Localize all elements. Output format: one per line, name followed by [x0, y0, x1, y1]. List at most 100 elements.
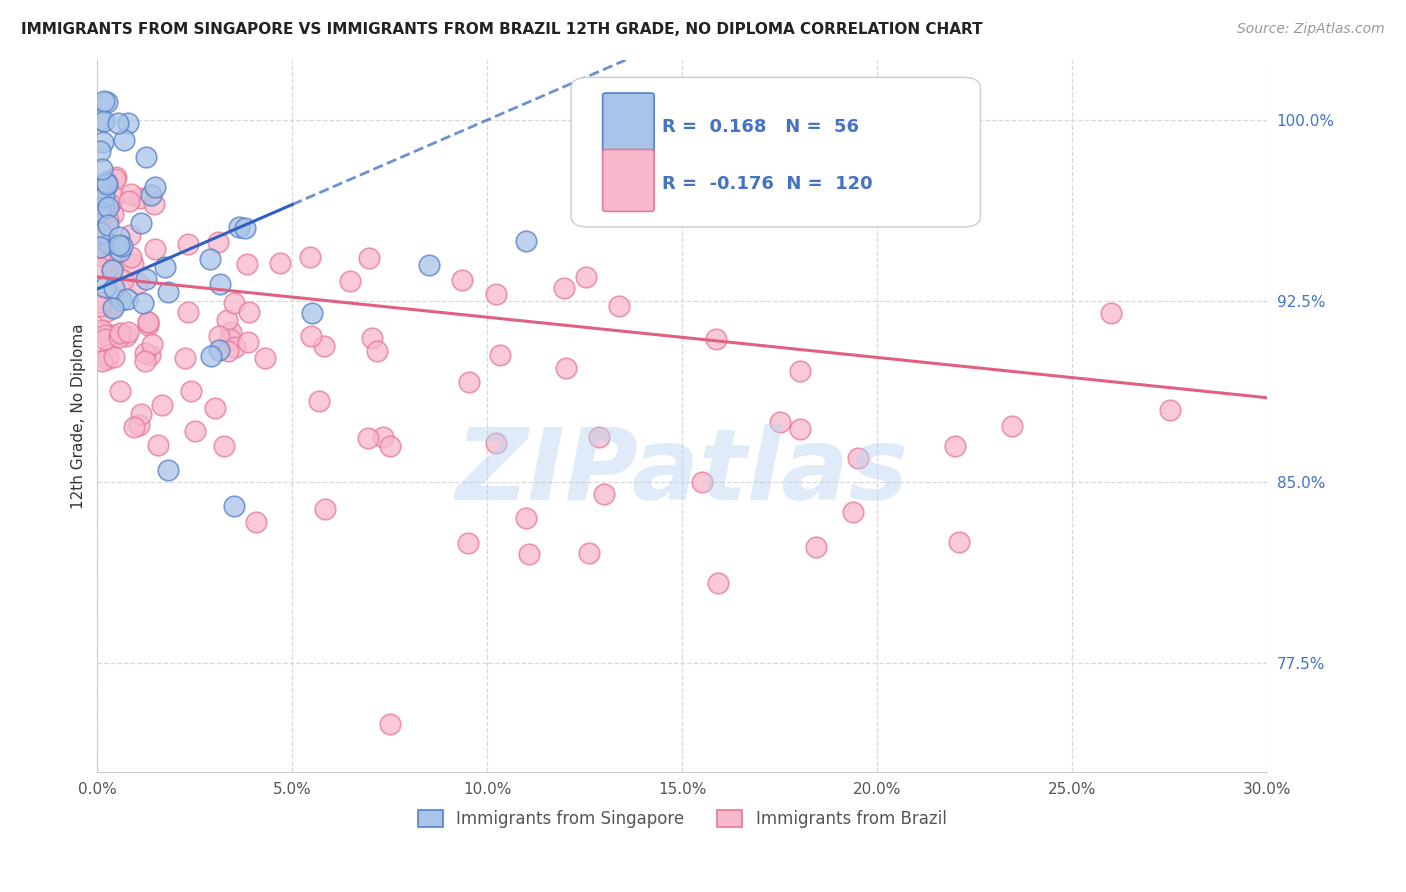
- Immigrants from Brazil: [177, 236, 200, 251]
- Immigrants from Brazil: [489, 348, 512, 362]
- Immigrants from Brazil: [91, 354, 114, 368]
- Y-axis label: 12th Grade, No Diploma: 12th Grade, No Diploma: [72, 323, 86, 508]
- Immigrants from Brazil: [127, 276, 149, 290]
- Immigrants from Singapore: [90, 226, 112, 240]
- Immigrants from Brazil: [578, 546, 600, 560]
- Immigrants from Brazil: [204, 401, 226, 415]
- Immigrants from Brazil: [108, 326, 131, 340]
- Immigrants from Brazil: [101, 300, 124, 314]
- Immigrants from Brazil: [97, 212, 120, 227]
- Text: ZIPatlas: ZIPatlas: [456, 425, 908, 521]
- Immigrants from Brazil: [90, 225, 112, 239]
- Immigrants from Brazil: [842, 506, 865, 520]
- Immigrants from Brazil: [373, 430, 395, 444]
- Immigrants from Brazil: [134, 354, 156, 368]
- Immigrants from Singapore: [153, 260, 176, 275]
- Immigrants from Brazil: [704, 332, 727, 346]
- Immigrants from Singapore: [108, 244, 131, 258]
- Legend: Immigrants from Singapore, Immigrants from Brazil: Immigrants from Singapore, Immigrants fr…: [411, 804, 953, 835]
- Immigrants from Brazil: [90, 294, 112, 309]
- Immigrants from Brazil: [89, 211, 111, 226]
- FancyBboxPatch shape: [571, 78, 980, 227]
- Immigrants from Brazil: [121, 257, 143, 271]
- Immigrants from Singapore: [135, 271, 157, 285]
- Immigrants from Brazil: [117, 325, 139, 339]
- Immigrants from Singapore: [108, 230, 131, 244]
- Immigrants from Brazil: [217, 313, 239, 327]
- Immigrants from Brazil: [118, 194, 141, 209]
- Text: R =  0.168   N =  56: R = 0.168 N = 56: [662, 119, 859, 136]
- Immigrants from Brazil: [485, 436, 508, 450]
- Immigrants from Brazil: [129, 407, 152, 421]
- Immigrants from Brazil: [94, 206, 117, 220]
- Immigrants from Singapore: [110, 293, 132, 308]
- Immigrants from Brazil: [219, 325, 242, 339]
- Immigrants from Brazil: [142, 197, 165, 211]
- Immigrants from Singapore: [100, 262, 122, 277]
- Immigrants from Brazil: [136, 318, 159, 332]
- Immigrants from Brazil: [457, 535, 479, 549]
- Immigrants from Brazil: [245, 515, 267, 529]
- Immigrants from Brazil: [141, 336, 163, 351]
- Immigrants from Brazil: [690, 475, 713, 490]
- Immigrants from Brazil: [236, 257, 259, 271]
- Immigrants from Singapore: [107, 238, 129, 252]
- Immigrants from Singapore: [131, 216, 153, 230]
- Immigrants from Brazil: [299, 329, 322, 343]
- Immigrants from Brazil: [339, 274, 361, 288]
- Immigrants from Singapore: [101, 301, 124, 315]
- Immigrants from Brazil: [943, 439, 966, 453]
- Immigrants from Singapore: [117, 116, 139, 130]
- Immigrants from Brazil: [177, 305, 200, 319]
- Immigrants from Singapore: [94, 175, 117, 189]
- Immigrants from Brazil: [789, 364, 811, 378]
- Immigrants from Singapore: [96, 179, 118, 194]
- Immigrants from Singapore: [613, 186, 636, 200]
- Immigrants from Brazil: [98, 196, 121, 211]
- Immigrants from Brazil: [104, 169, 127, 184]
- Immigrants from Brazil: [108, 384, 131, 398]
- Immigrants from Brazil: [104, 172, 127, 186]
- Immigrants from Brazil: [94, 332, 117, 346]
- Immigrants from Brazil: [101, 207, 124, 221]
- Immigrants from Brazil: [134, 346, 156, 360]
- Immigrants from Brazil: [122, 420, 145, 434]
- Immigrants from Singapore: [93, 199, 115, 213]
- Immigrants from Brazil: [89, 299, 111, 313]
- Immigrants from Singapore: [93, 280, 115, 294]
- Immigrants from Brazil: [789, 422, 811, 436]
- Immigrants from Brazil: [253, 351, 276, 365]
- Immigrants from Brazil: [118, 227, 141, 242]
- Immigrants from Brazil: [103, 328, 125, 343]
- Immigrants from Brazil: [575, 270, 598, 285]
- Immigrants from Singapore: [107, 116, 129, 130]
- Immigrants from Brazil: [115, 328, 138, 343]
- Immigrants from Brazil: [948, 535, 970, 549]
- Immigrants from Brazil: [101, 263, 124, 277]
- Immigrants from Singapore: [90, 181, 112, 195]
- Immigrants from Brazil: [139, 348, 162, 362]
- Immigrants from Brazil: [143, 242, 166, 256]
- Immigrants from Brazil: [707, 575, 730, 590]
- Immigrants from Brazil: [101, 252, 124, 266]
- Immigrants from Brazil: [96, 351, 118, 366]
- Immigrants from Singapore: [97, 237, 120, 252]
- Immigrants from Brazil: [238, 305, 260, 319]
- Immigrants from Brazil: [593, 487, 616, 501]
- Immigrants from Singapore: [89, 113, 111, 128]
- Immigrants from Brazil: [806, 540, 828, 554]
- Immigrants from Brazil: [378, 716, 401, 731]
- Immigrants from Singapore: [89, 145, 111, 159]
- Immigrants from Singapore: [301, 306, 323, 320]
- Immigrants from Brazil: [129, 191, 152, 205]
- Immigrants from Singapore: [198, 252, 221, 267]
- Immigrants from Singapore: [143, 180, 166, 194]
- Immigrants from Brazil: [120, 250, 142, 264]
- Immigrants from Brazil: [217, 343, 239, 358]
- Immigrants from Singapore: [91, 162, 114, 177]
- Immigrants from Singapore: [209, 277, 232, 292]
- Immigrants from Brazil: [97, 177, 120, 191]
- Immigrants from Singapore: [132, 295, 155, 310]
- Immigrants from Brazil: [219, 332, 242, 346]
- Immigrants from Brazil: [180, 384, 202, 399]
